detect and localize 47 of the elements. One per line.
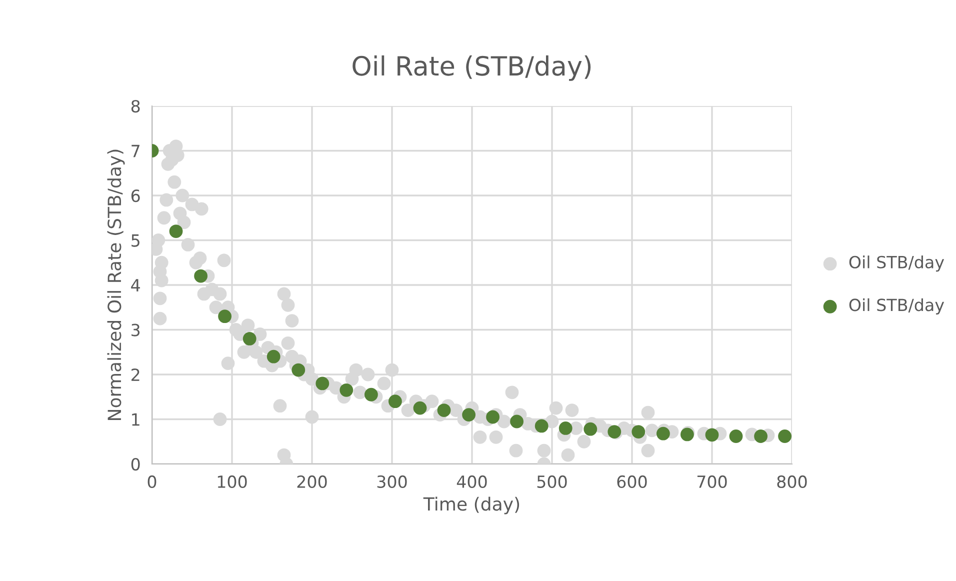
- legend-label: Oil STB/day: [849, 298, 944, 314]
- x-tick-label: 100: [218, 475, 247, 488]
- y-tick-label: 5: [132, 234, 140, 247]
- point: [169, 224, 183, 238]
- x-tick-label: 700: [697, 475, 727, 488]
- point: [266, 350, 280, 364]
- point: [584, 422, 598, 436]
- chart-title: Oil Rate (STB/day): [352, 55, 591, 81]
- point: [754, 430, 768, 443]
- legend-label: Oil STB/day: [849, 256, 944, 272]
- point: [218, 310, 232, 324]
- y-tick-label: 1: [132, 413, 140, 426]
- point: [292, 363, 306, 377]
- y-tick-label: 0: [131, 458, 140, 471]
- point: [316, 376, 330, 390]
- point: [510, 414, 524, 428]
- y-axis-title: Normalized Oil Rate (STB/day): [107, 150, 125, 420]
- point: [388, 394, 402, 408]
- point: [413, 401, 427, 415]
- y-tick-label: 6: [131, 189, 140, 202]
- y-tick-label: 7: [132, 144, 140, 158]
- point: [486, 410, 500, 424]
- point: [437, 404, 451, 418]
- x-axis-title: Time (day): [423, 496, 520, 514]
- y-tick-label: 4: [131, 279, 140, 292]
- point: [534, 419, 548, 433]
- point: [364, 388, 378, 402]
- point: [656, 426, 670, 440]
- y-tick-label: 2: [132, 368, 140, 381]
- point: [194, 269, 208, 283]
- point: [558, 421, 572, 435]
- x-tick-label: 0: [148, 475, 156, 488]
- x-tick-label: 500: [537, 475, 567, 488]
- point: [242, 332, 256, 346]
- x-tick-label: 600: [617, 475, 647, 488]
- y-tick-label: 3: [132, 324, 140, 336]
- point: [729, 430, 743, 443]
- point: [632, 425, 646, 438]
- y-tick-label: 8: [131, 100, 140, 113]
- x-tick-label: 300: [377, 475, 407, 488]
- point: [340, 383, 354, 397]
- x-tick-label: 400: [456, 475, 487, 488]
- x-tick-label: 800: [777, 475, 807, 488]
- point: [778, 430, 792, 443]
- point: [462, 408, 476, 422]
- x-tick-label: 200: [297, 475, 327, 488]
- point: [705, 428, 719, 442]
